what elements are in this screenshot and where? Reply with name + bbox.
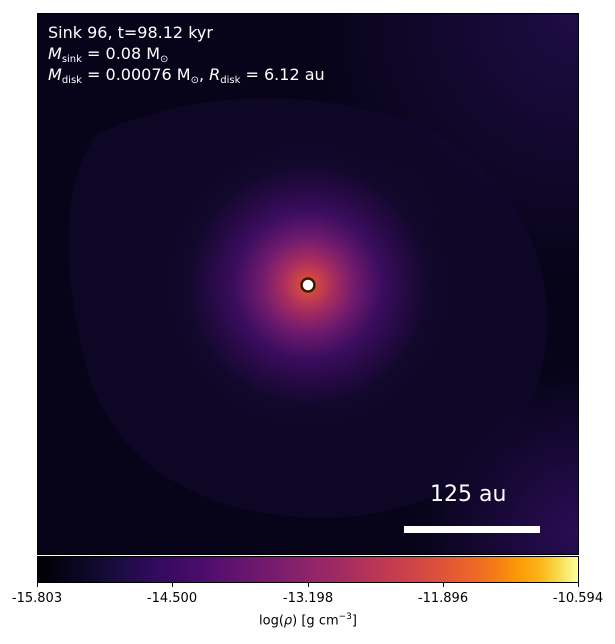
scale-bar: [404, 526, 540, 533]
colorbar-tick: [308, 583, 309, 587]
density-heatmap: [38, 14, 578, 554]
colorbar-tick-label: -10.594: [552, 591, 604, 606]
colorbar: [37, 556, 579, 583]
annotation-disk-properties: Mdisk = 0.00076 M⊙, Rdisk = 6.12 au: [48, 65, 325, 86]
sink-marker: [300, 277, 316, 293]
density-map: Sink 96, t=98.12 kyr Msink = 0.08 M⊙ Mdi…: [37, 13, 579, 555]
colorbar-label: log(ρ) [g cm−3]: [259, 612, 357, 629]
colorbar-tick: [443, 583, 444, 587]
scale-bar-label: 125 au: [430, 482, 507, 507]
colorbar-tick-label: -11.896: [417, 591, 469, 606]
colorbar-tick: [37, 583, 38, 587]
colorbar-tick-label: -15.803: [11, 591, 63, 606]
colorbar-tick: [172, 583, 173, 587]
colorbar-tick-label: -14.500: [146, 591, 198, 606]
annotation-sink-mass: Msink = 0.08 M⊙: [48, 44, 169, 65]
colorbar-tick: [578, 583, 579, 587]
annotation-title: Sink 96, t=98.12 kyr: [48, 23, 213, 42]
colorbar-tick-label: -13.198: [282, 591, 334, 606]
